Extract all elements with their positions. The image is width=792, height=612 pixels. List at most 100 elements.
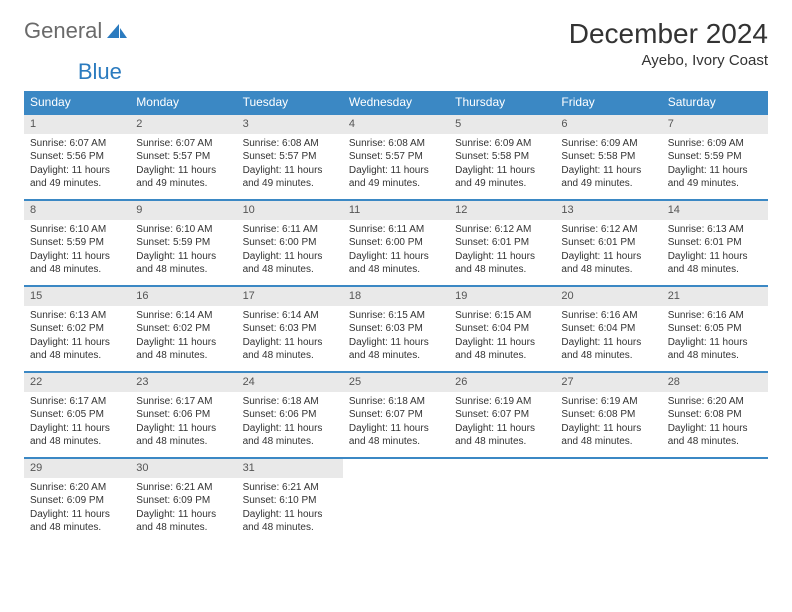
day-details: Sunrise: 6:07 AMSunset: 5:56 PMDaylight:… [24,134,130,195]
calendar-day-cell: 3Sunrise: 6:08 AMSunset: 5:57 PMDaylight… [237,114,343,200]
calendar-day-cell: 9Sunrise: 6:10 AMSunset: 5:59 PMDaylight… [130,200,236,286]
calendar-day-cell [555,458,661,544]
day-number: 29 [24,459,130,478]
calendar-day-cell: 8Sunrise: 6:10 AMSunset: 5:59 PMDaylight… [24,200,130,286]
calendar-day-cell: 10Sunrise: 6:11 AMSunset: 6:00 PMDayligh… [237,200,343,286]
day-details: Sunrise: 6:10 AMSunset: 5:59 PMDaylight:… [24,220,130,281]
calendar-day-cell: 27Sunrise: 6:19 AMSunset: 6:08 PMDayligh… [555,372,661,458]
weekday-header: Wednesday [343,91,449,114]
weekday-header: Friday [555,91,661,114]
day-number: 30 [130,459,236,478]
day-number: 16 [130,287,236,306]
calendar-week-row: 29Sunrise: 6:20 AMSunset: 6:09 PMDayligh… [24,458,768,544]
day-number: 12 [449,201,555,220]
day-number: 31 [237,459,343,478]
day-details: Sunrise: 6:09 AMSunset: 5:58 PMDaylight:… [555,134,661,195]
day-number: 1 [24,115,130,134]
weekday-header: Tuesday [237,91,343,114]
day-details: Sunrise: 6:15 AMSunset: 6:03 PMDaylight:… [343,306,449,367]
day-details: Sunrise: 6:17 AMSunset: 6:06 PMDaylight:… [130,392,236,453]
day-number: 2 [130,115,236,134]
day-number: 6 [555,115,661,134]
day-details: Sunrise: 6:21 AMSunset: 6:10 PMDaylight:… [237,478,343,539]
day-details: Sunrise: 6:07 AMSunset: 5:57 PMDaylight:… [130,134,236,195]
calendar-day-cell: 31Sunrise: 6:21 AMSunset: 6:10 PMDayligh… [237,458,343,544]
day-number: 8 [24,201,130,220]
weekday-header: Monday [130,91,236,114]
day-details: Sunrise: 6:09 AMSunset: 5:59 PMDaylight:… [662,134,768,195]
logo: General [24,18,127,44]
day-number: 25 [343,373,449,392]
day-number: 27 [555,373,661,392]
calendar-day-cell: 15Sunrise: 6:13 AMSunset: 6:02 PMDayligh… [24,286,130,372]
day-number: 28 [662,373,768,392]
day-details: Sunrise: 6:13 AMSunset: 6:02 PMDaylight:… [24,306,130,367]
day-details: Sunrise: 6:17 AMSunset: 6:05 PMDaylight:… [24,392,130,453]
calendar-day-cell [343,458,449,544]
calendar-day-cell [662,458,768,544]
day-number: 20 [555,287,661,306]
weekday-header-row: SundayMondayTuesdayWednesdayThursdayFrid… [24,91,768,114]
calendar-day-cell: 21Sunrise: 6:16 AMSunset: 6:05 PMDayligh… [662,286,768,372]
calendar-day-cell: 2Sunrise: 6:07 AMSunset: 5:57 PMDaylight… [130,114,236,200]
day-number: 7 [662,115,768,134]
day-number: 19 [449,287,555,306]
day-number: 4 [343,115,449,134]
day-number: 17 [237,287,343,306]
calendar-week-row: 22Sunrise: 6:17 AMSunset: 6:05 PMDayligh… [24,372,768,458]
calendar-day-cell: 12Sunrise: 6:12 AMSunset: 6:01 PMDayligh… [449,200,555,286]
day-details: Sunrise: 6:10 AMSunset: 5:59 PMDaylight:… [130,220,236,281]
day-details: Sunrise: 6:18 AMSunset: 6:06 PMDaylight:… [237,392,343,453]
day-details: Sunrise: 6:08 AMSunset: 5:57 PMDaylight:… [237,134,343,195]
day-number: 13 [555,201,661,220]
day-details: Sunrise: 6:09 AMSunset: 5:58 PMDaylight:… [449,134,555,195]
calendar-week-row: 8Sunrise: 6:10 AMSunset: 5:59 PMDaylight… [24,200,768,286]
day-details: Sunrise: 6:20 AMSunset: 6:09 PMDaylight:… [24,478,130,539]
day-details: Sunrise: 6:21 AMSunset: 6:09 PMDaylight:… [130,478,236,539]
calendar-day-cell: 11Sunrise: 6:11 AMSunset: 6:00 PMDayligh… [343,200,449,286]
calendar-day-cell: 18Sunrise: 6:15 AMSunset: 6:03 PMDayligh… [343,286,449,372]
weekday-header: Thursday [449,91,555,114]
calendar-table: SundayMondayTuesdayWednesdayThursdayFrid… [24,91,768,544]
day-number: 14 [662,201,768,220]
calendar-week-row: 15Sunrise: 6:13 AMSunset: 6:02 PMDayligh… [24,286,768,372]
calendar-day-cell: 13Sunrise: 6:12 AMSunset: 6:01 PMDayligh… [555,200,661,286]
calendar-day-cell: 24Sunrise: 6:18 AMSunset: 6:06 PMDayligh… [237,372,343,458]
day-details: Sunrise: 6:19 AMSunset: 6:07 PMDaylight:… [449,392,555,453]
day-number: 22 [24,373,130,392]
calendar-day-cell: 28Sunrise: 6:20 AMSunset: 6:08 PMDayligh… [662,372,768,458]
calendar-day-cell: 6Sunrise: 6:09 AMSunset: 5:58 PMDaylight… [555,114,661,200]
day-details: Sunrise: 6:16 AMSunset: 6:04 PMDaylight:… [555,306,661,367]
calendar-day-cell: 14Sunrise: 6:13 AMSunset: 6:01 PMDayligh… [662,200,768,286]
calendar-day-cell: 5Sunrise: 6:09 AMSunset: 5:58 PMDaylight… [449,114,555,200]
day-details: Sunrise: 6:14 AMSunset: 6:03 PMDaylight:… [237,306,343,367]
day-details: Sunrise: 6:19 AMSunset: 6:08 PMDaylight:… [555,392,661,453]
weekday-header: Sunday [24,91,130,114]
day-number: 23 [130,373,236,392]
calendar-day-cell: 25Sunrise: 6:18 AMSunset: 6:07 PMDayligh… [343,372,449,458]
day-number: 26 [449,373,555,392]
calendar-day-cell: 16Sunrise: 6:14 AMSunset: 6:02 PMDayligh… [130,286,236,372]
calendar-day-cell [449,458,555,544]
day-details: Sunrise: 6:11 AMSunset: 6:00 PMDaylight:… [343,220,449,281]
calendar-day-cell: 30Sunrise: 6:21 AMSunset: 6:09 PMDayligh… [130,458,236,544]
day-details: Sunrise: 6:15 AMSunset: 6:04 PMDaylight:… [449,306,555,367]
month-title: December 2024 [569,18,768,50]
logo-word-1: General [24,18,102,44]
day-details: Sunrise: 6:14 AMSunset: 6:02 PMDaylight:… [130,306,236,367]
day-details: Sunrise: 6:16 AMSunset: 6:05 PMDaylight:… [662,306,768,367]
day-details: Sunrise: 6:11 AMSunset: 6:00 PMDaylight:… [237,220,343,281]
day-details: Sunrise: 6:13 AMSunset: 6:01 PMDaylight:… [662,220,768,281]
day-number: 5 [449,115,555,134]
calendar-day-cell: 7Sunrise: 6:09 AMSunset: 5:59 PMDaylight… [662,114,768,200]
day-number: 24 [237,373,343,392]
calendar-day-cell: 22Sunrise: 6:17 AMSunset: 6:05 PMDayligh… [24,372,130,458]
day-number: 15 [24,287,130,306]
logo-word-2: Blue [78,59,122,85]
calendar-day-cell: 23Sunrise: 6:17 AMSunset: 6:06 PMDayligh… [130,372,236,458]
day-number: 11 [343,201,449,220]
calendar-day-cell: 17Sunrise: 6:14 AMSunset: 6:03 PMDayligh… [237,286,343,372]
calendar-day-cell: 26Sunrise: 6:19 AMSunset: 6:07 PMDayligh… [449,372,555,458]
calendar-day-cell: 20Sunrise: 6:16 AMSunset: 6:04 PMDayligh… [555,286,661,372]
day-details: Sunrise: 6:12 AMSunset: 6:01 PMDaylight:… [449,220,555,281]
